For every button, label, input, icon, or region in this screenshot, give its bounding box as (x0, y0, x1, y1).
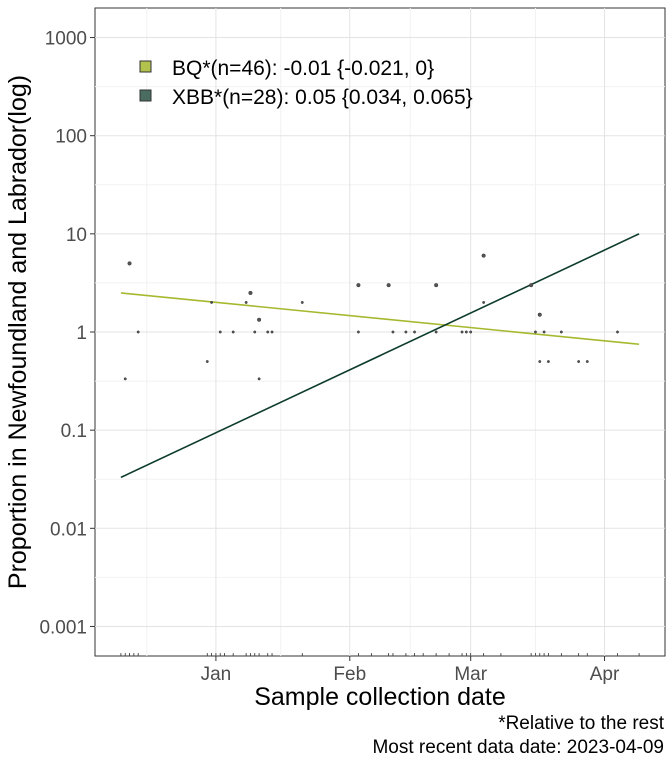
x-tick-label: Jan (201, 664, 232, 685)
data-point (404, 330, 408, 334)
y-tick-label: 0.001 (39, 617, 87, 638)
y-axis: 0.001 0.01 0.1 1 10 100 1000 (39, 29, 95, 638)
legend-swatch-series-2 (139, 89, 152, 102)
legend-swatch-series-1 (139, 60, 152, 73)
x-rug (120, 653, 640, 656)
data-point (300, 301, 304, 304)
y-axis-title: Proportion in Newfoundland and Labrador(… (4, 75, 32, 589)
data-point (391, 330, 395, 334)
data-point (585, 360, 589, 363)
y-tick-label: 0.1 (61, 421, 87, 442)
data-point (270, 330, 274, 334)
data-point (542, 330, 546, 334)
x-tick-label: Mar (454, 664, 487, 685)
y-tick-label: 1 (76, 323, 87, 344)
legend-label-series-1: BQ*(n=46): -0.01 {-0.021, 0} (172, 57, 434, 80)
relative-note: *Relative to the rest (498, 713, 664, 734)
data-point (257, 317, 262, 322)
x-tick-label: Apr (590, 664, 620, 685)
y-tick-label: 100 (55, 127, 87, 148)
fit-line-series-2 (120, 233, 640, 479)
data-point (136, 330, 140, 334)
data-point (253, 330, 257, 334)
grid-major (95, 8, 665, 656)
data-point (266, 330, 270, 334)
y-tick-label: 10 (66, 225, 87, 246)
data-point (356, 330, 360, 334)
data-point (434, 283, 439, 288)
data-point (577, 360, 581, 363)
legend-label-series-2: XBB*(n=28): 0.05 {0.034, 0.065} (172, 86, 473, 109)
data-point (559, 330, 563, 334)
data-point (434, 330, 438, 334)
data-point (257, 377, 261, 381)
data-point (460, 330, 464, 334)
fit-line-series-1 (120, 292, 640, 346)
x-axis: Jan Feb Mar Apr (201, 656, 620, 685)
data-point (248, 290, 253, 295)
data-point (537, 312, 542, 317)
data-point (546, 360, 550, 363)
data-point (616, 330, 619, 334)
data-point (123, 377, 127, 381)
data-point (127, 261, 132, 266)
data-point (218, 330, 222, 334)
data-point (482, 301, 486, 304)
x-axis-title: Sample collection date (254, 683, 506, 711)
data-point (481, 253, 486, 258)
legend: BQ*(n=46): -0.01 {-0.021, 0} XBB*(n=28): … (139, 57, 473, 109)
x-tick-label: Feb (333, 664, 366, 685)
y-tick-label: 0.01 (50, 519, 87, 540)
data-point (386, 283, 391, 288)
data-point (534, 330, 537, 334)
data-point (538, 360, 542, 363)
y-tick-label: 1000 (45, 29, 87, 50)
data-point (205, 360, 209, 363)
data-point (210, 301, 214, 304)
chart: 0.001 0.01 0.1 1 10 100 1000 Jan Feb Mar Apr BQ*(… (4, 7, 666, 711)
data-point (464, 330, 468, 334)
data-points (123, 253, 619, 381)
data-point (469, 330, 473, 334)
data-point (413, 330, 416, 334)
data-point (231, 330, 235, 334)
fit-lines (120, 233, 640, 479)
data-point (244, 301, 248, 304)
data-point (356, 283, 361, 288)
data-point (529, 283, 534, 288)
recent-data-date: Most recent data date: 2023-04-09 (372, 737, 664, 758)
